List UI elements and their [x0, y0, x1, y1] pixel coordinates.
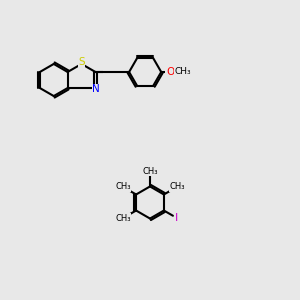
Text: O: O	[166, 67, 174, 77]
Text: S: S	[78, 58, 85, 68]
Text: I: I	[175, 213, 178, 223]
Text: N: N	[92, 85, 100, 94]
Text: CH₃: CH₃	[169, 182, 185, 191]
Text: CH₃: CH₃	[115, 214, 131, 223]
Text: CH₃: CH₃	[115, 182, 131, 191]
Text: CH₃: CH₃	[142, 167, 158, 176]
Text: CH₃: CH₃	[174, 68, 191, 76]
